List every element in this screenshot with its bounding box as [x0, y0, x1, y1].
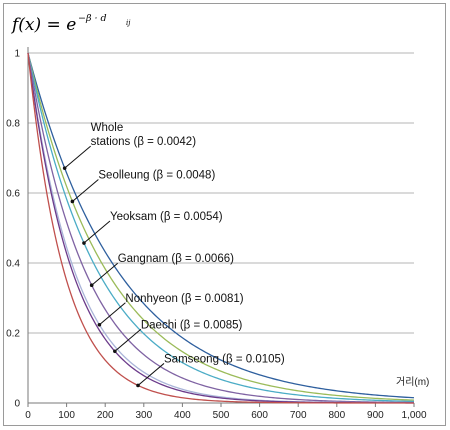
x-tick-label: 300 — [135, 410, 152, 421]
x-tick-label: 800 — [328, 410, 345, 421]
series-annotations: Whole stations (β = 0.0042) Seolleung (β =… — [62, 122, 285, 388]
leader-line — [72, 179, 99, 202]
annotation-nonhyeon: Nonhyeon (β = 0.0081) — [97, 293, 244, 327]
series-label: stations (β = 0.0042) — [91, 136, 197, 148]
x-tick-label: 100 — [58, 410, 75, 421]
y-tick-label: 0 — [14, 399, 20, 410]
leader-line — [64, 145, 91, 169]
data-point-marker — [82, 241, 86, 245]
data-point-marker — [70, 199, 75, 204]
series-line-gangnam — [27, 52, 415, 404]
series-line-daechi — [27, 52, 414, 404]
x-tick-label: 700 — [290, 410, 307, 421]
series-line-seolleung — [27, 52, 415, 401]
leader-line — [91, 262, 119, 286]
leader-line — [137, 363, 165, 386]
series-label: Daechi (β = 0.0085) — [141, 319, 243, 331]
data-point-marker — [62, 166, 67, 170]
x-tick-label: 600 — [251, 410, 268, 421]
chart-title: f(x) = e −β · d ij — [10, 13, 131, 35]
series-curves — [27, 52, 415, 404]
y-tick-label: 0.4 — [6, 259, 20, 270]
title-exponent: −β · d — [78, 13, 107, 24]
series-line-samseong — [27, 52, 414, 404]
x-tick-label: 400 — [174, 410, 191, 421]
gridlines — [28, 52, 414, 334]
leader-line — [99, 302, 126, 326]
data-point-marker — [113, 349, 117, 354]
y-tick-labels: 0 0.2 0.4 0.6 0.8 1 — [6, 49, 20, 410]
x-tick-label: 500 — [213, 410, 230, 421]
annotation-daechi: Daechi (β = 0.0085) — [113, 319, 243, 354]
series-line-nonhyeon — [27, 52, 414, 404]
annotation-yeoksam: Yeoksam (β = 0.0054) — [82, 211, 223, 245]
y-tick-label: 0.6 — [6, 189, 20, 200]
x-tick-label: 900 — [367, 410, 384, 421]
series-line-whole-stations — [27, 52, 415, 399]
x-axis-label: 거리(m) — [396, 376, 429, 388]
leader-line — [114, 328, 142, 352]
annotation-whole-stations: Whole stations (β = 0.0042) — [62, 122, 197, 170]
series-label: Gangnam (β = 0.0066) — [118, 253, 234, 265]
title-subscript: ij — [126, 19, 131, 27]
annotation-samseong: Samseong (β = 0.0105) — [136, 353, 285, 388]
series-label: Nonhyeon (β = 0.0081) — [125, 293, 243, 305]
x-tick-label: 1,000 — [401, 410, 426, 421]
annotation-gangnam: Gangnam (β = 0.0066) — [89, 253, 234, 288]
series-label: Whole — [91, 122, 124, 134]
series-label: Samseong (β = 0.0105) — [164, 353, 285, 365]
x-tick-label: 200 — [97, 410, 114, 421]
x-tick-label: 0 — [25, 410, 31, 421]
annotation-seolleung: Seolleung (β = 0.0048) — [70, 169, 215, 204]
leader-line — [83, 220, 111, 244]
y-tick-label: 0.2 — [6, 329, 20, 340]
data-point-marker — [89, 283, 94, 288]
y-tick-label: 1 — [14, 49, 20, 60]
y-tick-label: 0.8 — [6, 119, 20, 130]
series-label: Yeoksam (β = 0.0054) — [110, 211, 223, 223]
data-point-marker — [136, 383, 140, 388]
x-tick-labels: 0 100 200 300 400 500 600 700 800 900 1,000 — [25, 410, 427, 421]
chart-frame — [3, 3, 446, 426]
title-main: f(x) = e — [10, 15, 76, 35]
series-label: Seolleung (β = 0.0048) — [98, 169, 215, 181]
data-point-marker — [97, 322, 102, 327]
series-line-yeoksam — [27, 52, 415, 403]
